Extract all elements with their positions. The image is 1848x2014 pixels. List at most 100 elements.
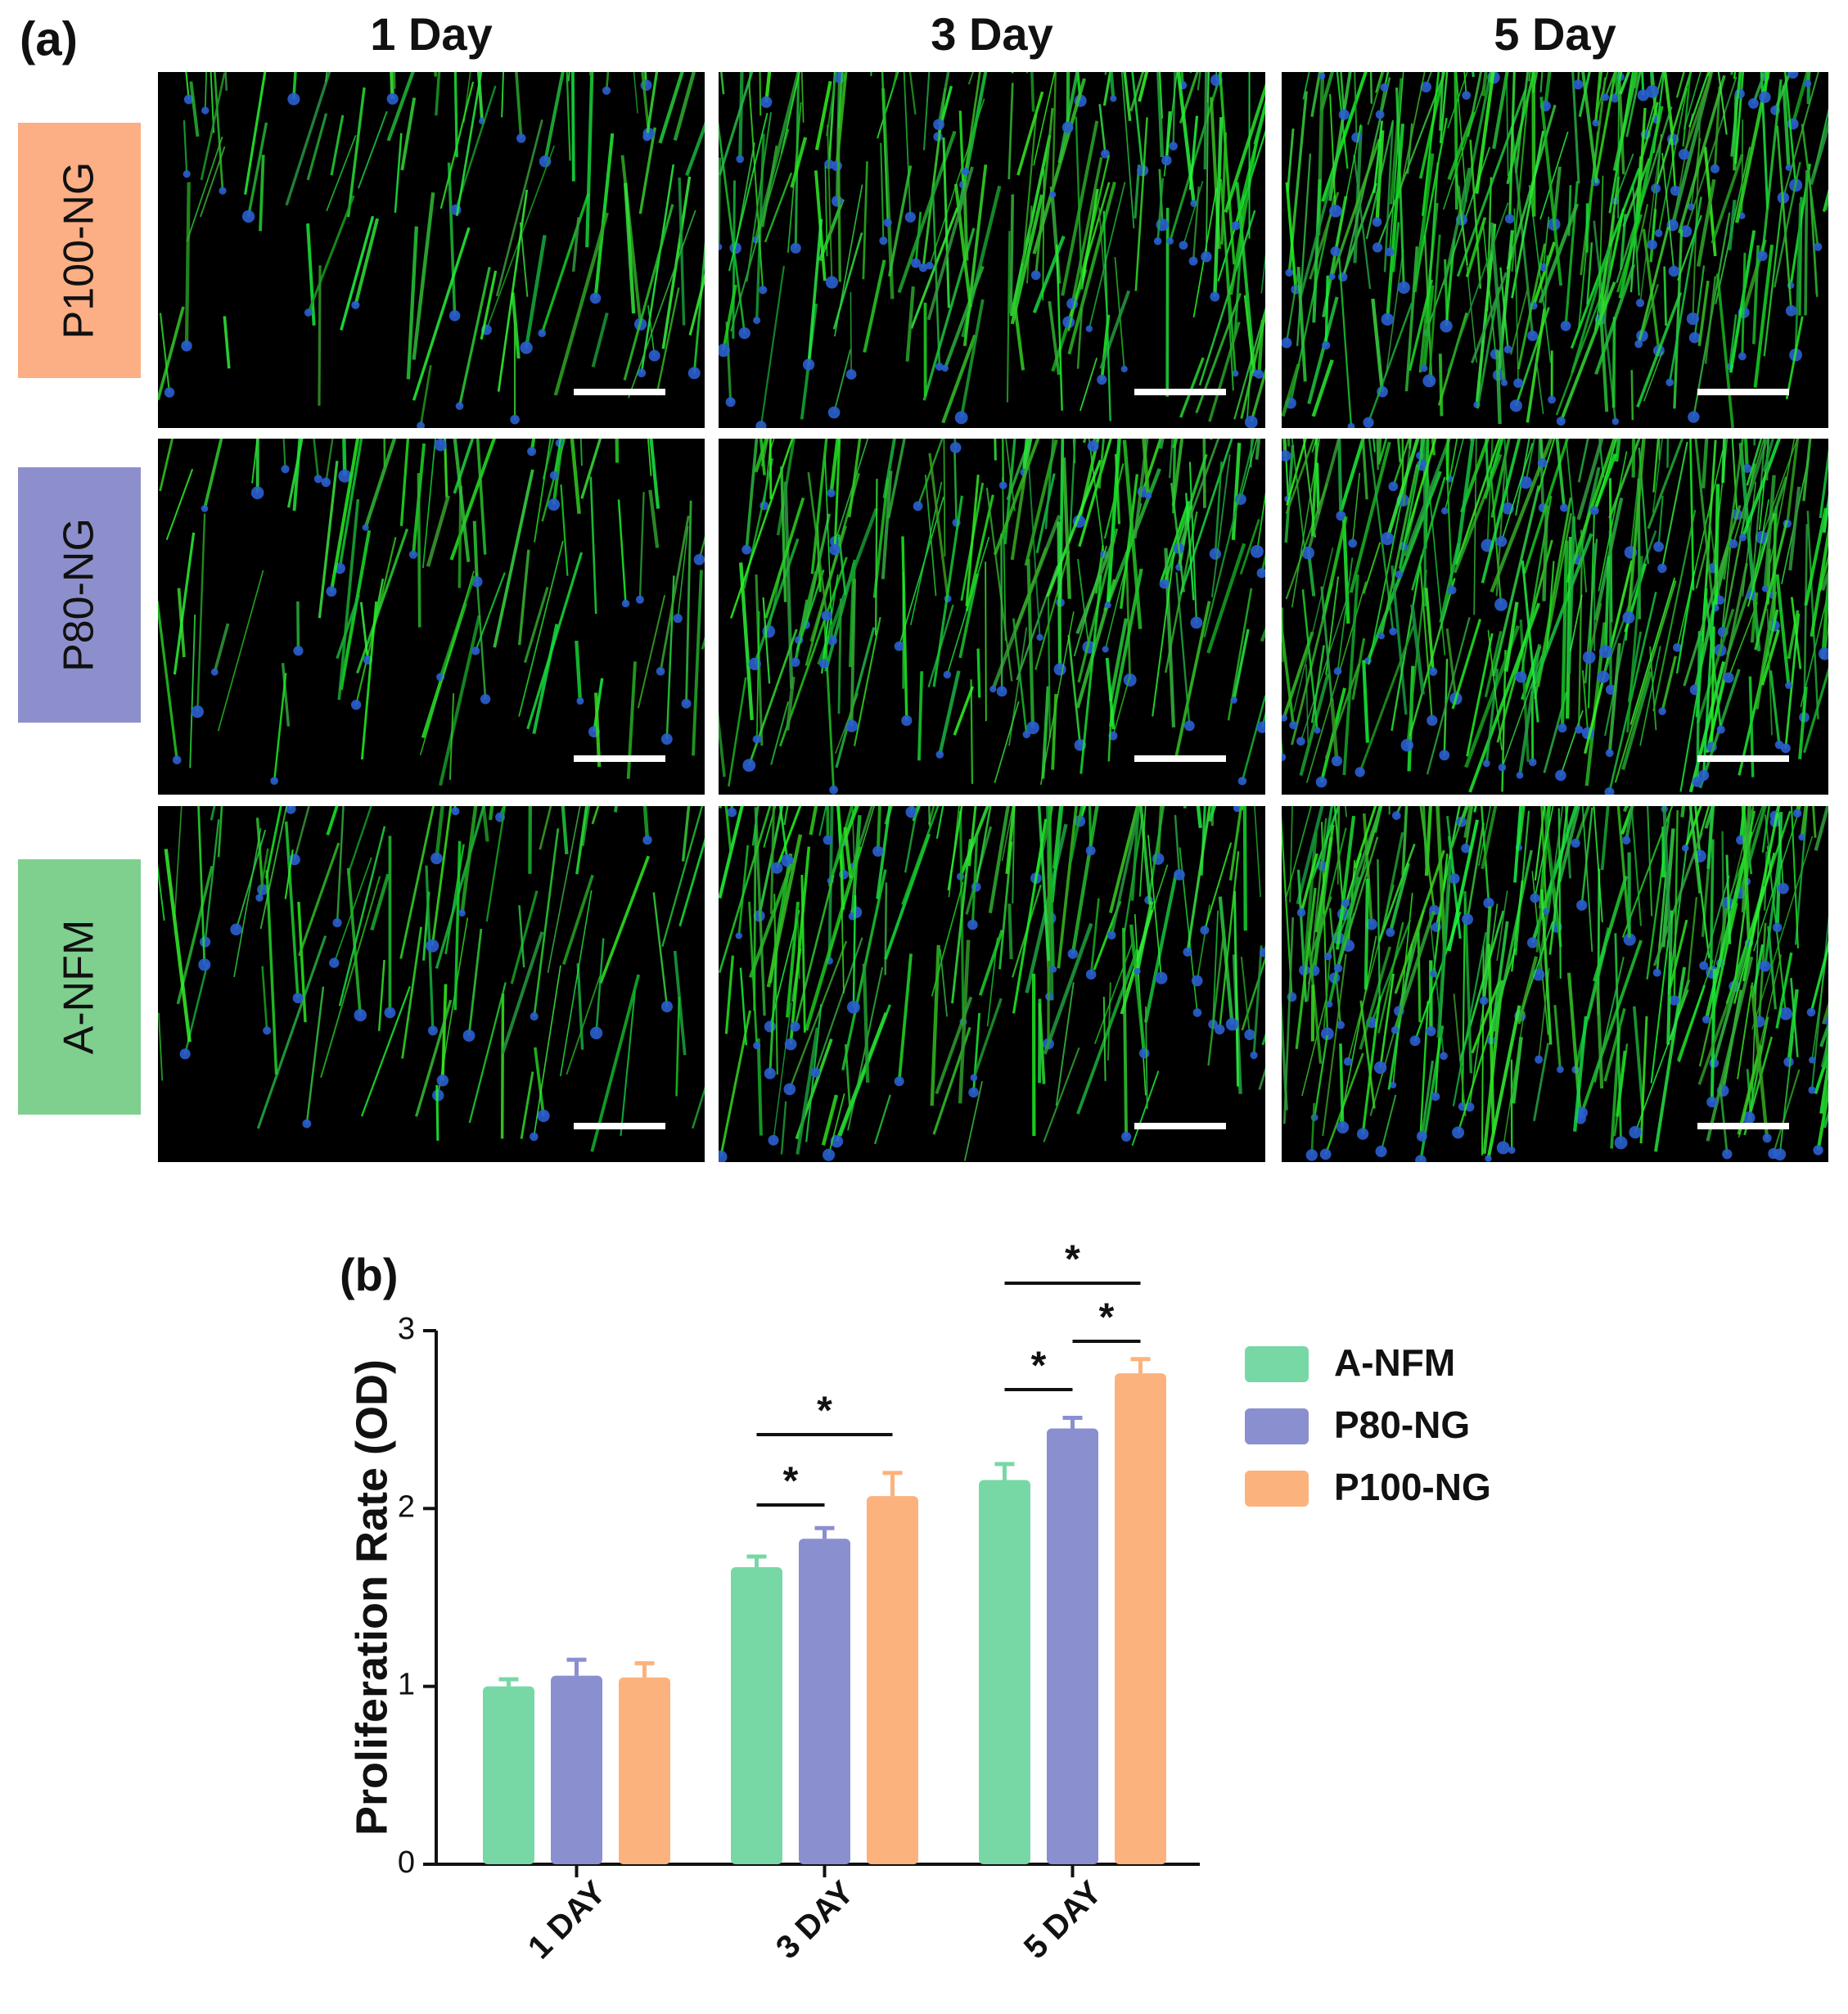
nucleus (1604, 786, 1615, 795)
cell-fiber (1475, 72, 1495, 194)
nucleus (1598, 645, 1612, 659)
cell-fiber (1363, 542, 1381, 594)
cell-fiber (1801, 124, 1819, 247)
row-label: A-NFM (56, 920, 103, 1055)
cell-fiber (165, 468, 194, 540)
cell-fiber (1172, 439, 1177, 514)
cell-fiber (1695, 538, 1710, 589)
cell-fiber (1120, 72, 1135, 229)
cell-fiber (1260, 253, 1265, 294)
nucleus (183, 170, 191, 178)
cell-fiber (962, 164, 988, 346)
cell-fiber (1614, 580, 1677, 783)
cell-fiber (1481, 806, 1498, 870)
bar (799, 1539, 850, 1864)
nucleus (1509, 399, 1522, 412)
nucleus (1785, 164, 1792, 171)
cell-fiber (838, 72, 843, 79)
cell-fiber (346, 867, 363, 1016)
cell-fiber (1603, 1007, 1626, 1082)
cell-fiber (1108, 618, 1129, 702)
cell-fiber (1254, 806, 1261, 898)
cell-fiber (1310, 72, 1322, 117)
nucleus (1315, 776, 1327, 788)
cell-fiber (412, 192, 435, 360)
cell-fiber (1296, 267, 1307, 382)
nucleus (1390, 1081, 1397, 1088)
cell-fiber (897, 953, 913, 1082)
cell-fiber (1169, 72, 1223, 242)
cell-fiber (1098, 104, 1107, 155)
cell-fiber (1282, 616, 1296, 726)
micrograph-cells (1282, 72, 1828, 428)
nucleus (846, 1000, 860, 1014)
cell-fiber (1102, 996, 1107, 1081)
cell-fiber (1621, 671, 1653, 771)
cell-fiber (1822, 493, 1828, 534)
cell-fiber (647, 304, 656, 356)
nucleus (1496, 1141, 1510, 1155)
nucleus (1107, 930, 1116, 940)
cell-fiber (1099, 290, 1131, 370)
cell-fiber (1617, 72, 1625, 174)
cell-fiber (1470, 272, 1508, 364)
nucleus (1614, 1136, 1628, 1150)
cell-fiber (511, 292, 521, 359)
cell-fiber (929, 98, 985, 266)
cell-fiber (1786, 439, 1800, 525)
nucleus (293, 646, 304, 656)
cell-fiber (1131, 1070, 1160, 1147)
nucleus (1354, 767, 1365, 777)
cell-fiber (1572, 1016, 1589, 1132)
nucleus (270, 777, 279, 786)
cell-fiber (1255, 439, 1261, 460)
cell-fiber (1134, 117, 1148, 291)
cell-fiber (1500, 443, 1534, 542)
cell-fiber (1518, 643, 1541, 776)
cell-fiber (876, 806, 892, 899)
cell-fiber (435, 806, 485, 969)
nucleus (179, 1048, 191, 1060)
cell-fiber (1077, 558, 1090, 647)
cell-fiber (722, 284, 737, 351)
nucleus (1341, 899, 1350, 908)
nucleus (825, 276, 839, 289)
cell-fiber (1731, 439, 1738, 515)
cell-fiber (1532, 1043, 1550, 1122)
nucleus (1515, 671, 1527, 683)
nucleus (954, 411, 968, 425)
cell-fiber (778, 806, 789, 861)
nucleus (321, 477, 331, 488)
cell-fiber (533, 828, 560, 1017)
cell-fiber (652, 892, 669, 1007)
cell-fiber (1402, 439, 1413, 506)
nucleus (1440, 1052, 1448, 1061)
cell-fiber (1282, 363, 1300, 417)
cell-fiber (1742, 812, 1779, 982)
cell-fiber (1490, 921, 1509, 1041)
cell-fiber (435, 806, 444, 859)
cell-fiber (1130, 806, 1140, 901)
cell-fiber (585, 72, 594, 248)
cell-fiber (1531, 72, 1539, 93)
cell-fiber (1206, 72, 1210, 257)
cell-fiber (1368, 496, 1404, 665)
nucleus (354, 1008, 367, 1022)
nucleus (181, 340, 192, 352)
nucleus (1121, 1131, 1132, 1142)
cell-fiber (1814, 806, 1828, 851)
cell-fiber (1335, 815, 1356, 950)
nucleus (1322, 340, 1331, 350)
nucleus (1120, 365, 1128, 373)
cell-fiber (1777, 806, 1784, 889)
nucleus (362, 524, 369, 531)
cell-fiber (1725, 854, 1732, 944)
cell-fiber (342, 439, 347, 476)
nucleus (1053, 663, 1066, 676)
cell-fiber (1404, 439, 1451, 557)
cell-fiber (659, 515, 690, 672)
nucleus (821, 610, 832, 621)
cell-fiber (1581, 806, 1593, 952)
cell-fiber (994, 701, 1020, 783)
cell-fiber (1750, 592, 1759, 643)
